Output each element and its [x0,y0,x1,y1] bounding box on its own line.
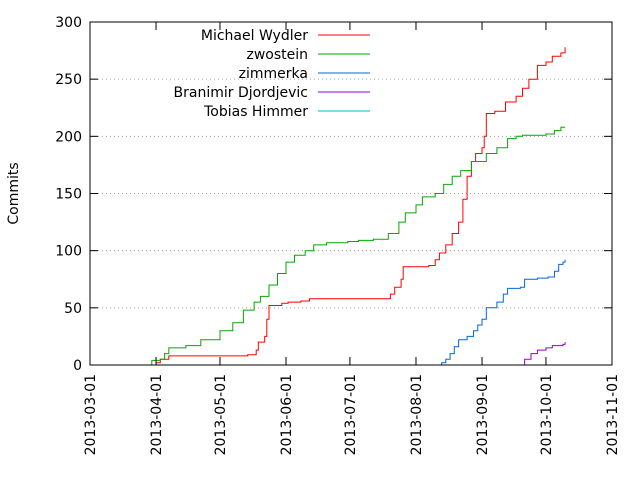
series-line [151,126,566,365]
y-tick-label: 150 [55,187,82,203]
axis-ticks [89,21,613,366]
x-tick-label: 2013-06-01 [279,374,295,455]
series-line [524,342,566,365]
y-tick-labels: 0 50 100 150 200 250 300 [55,15,82,374]
y-tick-label: 100 [55,244,82,260]
y-tick-label: 200 [55,129,82,145]
y-tick-label: 250 [55,72,82,88]
x-tick-label: 2013-07-01 [343,374,359,455]
series-line [153,47,566,366]
legend-label: zwostein [246,47,308,63]
y-axis-title: Commits [6,162,22,224]
x-tick-label: 2013-03-01 [83,374,99,455]
x-tick-label: 2013-05-01 [213,374,229,455]
x-tick-label: 2013-04-01 [149,374,165,455]
x-tick-label: 2013-10-01 [539,374,555,455]
grid-lines [90,78,612,309]
x-tick-label: 2013-09-01 [475,374,491,455]
legend-label: Tobias Himmer [203,104,308,120]
series-line [441,259,566,365]
x-tick-label: 2013-11-01 [605,374,621,455]
y-tick-label: 0 [73,358,82,374]
y-tick-label: 300 [55,15,82,31]
legend: Michael Wydler zwostein zimmerka Branimir D… [174,28,370,120]
legend-label: zimmerka [239,66,308,82]
y-tick-label: 50 [64,301,82,317]
legend-label: Michael Wydler [201,28,308,44]
x-tick-labels: 2013-03-01 2013-04-01 2013-05-01 2013-06-01… [83,374,621,455]
legend-label: Branimir Djordjevic [174,85,308,101]
x-tick-label: 2013-08-01 [409,374,425,455]
